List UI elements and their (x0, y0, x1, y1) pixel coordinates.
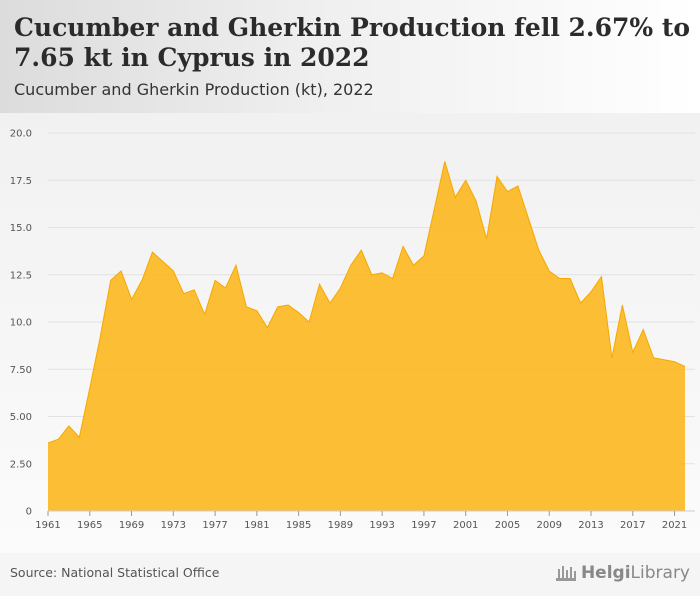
data-point (78, 436, 81, 439)
data-point (120, 269, 123, 272)
data-point (391, 277, 394, 280)
page-title: Cucumber and Gherkin Production fell 2.6… (14, 13, 691, 72)
data-point (109, 279, 112, 282)
data-point (506, 190, 509, 193)
data-point (475, 200, 478, 203)
data-point (130, 298, 133, 301)
data-point (433, 207, 436, 210)
x-tick-label: 2009 (537, 520, 562, 531)
x-tick-label: 2017 (620, 520, 645, 531)
data-point (308, 321, 311, 324)
y-tick-label: 17.5 (10, 176, 32, 187)
data-point (464, 179, 467, 182)
data-point (266, 326, 269, 329)
data-point (193, 288, 196, 291)
x-tick-label: 2001 (453, 520, 478, 531)
data-point (402, 245, 405, 248)
y-tick-label: 0 (26, 507, 32, 518)
y-tick-label: 2.50 (10, 459, 32, 470)
data-point (631, 351, 634, 354)
data-point (318, 283, 321, 286)
data-point (684, 365, 687, 368)
y-tick-label: 5.00 (10, 412, 32, 423)
x-tick-label: 1997 (411, 520, 436, 531)
data-point (663, 358, 666, 361)
area-series-line (47, 161, 686, 444)
data-point (224, 286, 227, 289)
data-point (600, 275, 603, 278)
x-tick-label: 1973 (161, 520, 186, 531)
data-point (234, 264, 237, 267)
data-point (370, 273, 373, 276)
data-point (287, 303, 290, 306)
data-point (161, 260, 164, 263)
x-tick-label: 1969 (119, 520, 144, 531)
data-point (245, 305, 248, 308)
data-point (151, 251, 154, 254)
data-point (140, 279, 143, 282)
data-point (67, 424, 70, 427)
helgi-library-logo[interactable]: HelgiLibrary (555, 561, 690, 585)
data-point (47, 441, 50, 444)
data-point (548, 269, 551, 272)
footer-band (0, 553, 700, 596)
y-tick-label: 15.0 (10, 223, 32, 234)
data-point (579, 302, 582, 305)
data-point (443, 160, 446, 163)
x-tick-label: 1993 (369, 520, 394, 531)
data-point (454, 196, 457, 199)
data-point (621, 303, 624, 306)
header-band (0, 0, 700, 113)
data-point (172, 269, 175, 272)
y-tick-label: 20.0 (10, 129, 32, 140)
data-point (88, 387, 91, 390)
data-point (527, 217, 530, 220)
data-point (412, 264, 415, 267)
data-point (496, 175, 499, 178)
data-point (99, 336, 102, 339)
data-point (558, 277, 561, 280)
data-point (349, 264, 352, 267)
source-note: Source: National Statistical Office (10, 565, 220, 580)
data-point (381, 271, 384, 274)
x-tick-label: 1989 (328, 520, 353, 531)
y-tick-label: 10.0 (10, 318, 32, 329)
data-point (255, 309, 258, 312)
y-tick-label: 7.50 (10, 365, 32, 376)
data-point (673, 360, 676, 363)
logo-text: HelgiLibrary (580, 563, 690, 583)
x-tick-label: 1961 (35, 520, 60, 531)
y-tick-label: 12.5 (10, 270, 32, 281)
data-point (203, 313, 206, 316)
data-point (485, 237, 488, 240)
data-point (537, 249, 540, 252)
data-point (569, 277, 572, 280)
x-tick-label: 1977 (202, 520, 227, 531)
data-point (297, 311, 300, 314)
chart-subtitle: Cucumber and Gherkin Production (kt), 20… (14, 80, 374, 99)
data-point (360, 249, 363, 252)
data-point (276, 305, 279, 308)
data-point (422, 254, 425, 257)
x-tick-label: 1985 (286, 520, 311, 531)
data-point (328, 302, 331, 305)
data-point (214, 279, 217, 282)
data-point (590, 290, 593, 293)
data-point (652, 356, 655, 359)
data-point (610, 356, 613, 359)
x-tick-label: 1981 (244, 520, 269, 531)
data-point (182, 292, 185, 295)
data-point (339, 286, 342, 289)
x-tick-label: 2021 (662, 520, 687, 531)
x-tick-label: 1965 (77, 520, 102, 531)
data-point (57, 438, 60, 441)
library-building-icon (555, 566, 576, 581)
data-point (516, 184, 519, 187)
x-tick-label: 2005 (495, 520, 520, 531)
x-tick-label: 2013 (578, 520, 603, 531)
data-point (642, 328, 645, 331)
area-series (48, 161, 685, 511)
